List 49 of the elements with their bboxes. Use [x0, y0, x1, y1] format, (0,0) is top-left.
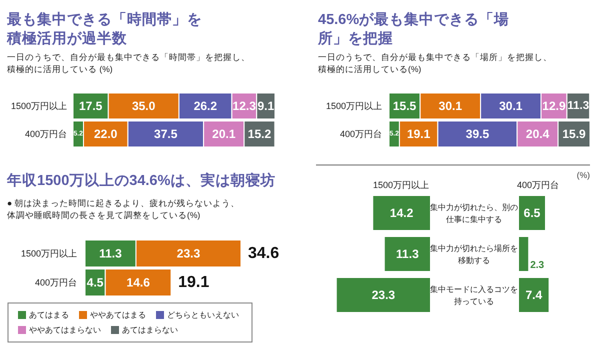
- data-label: 23.3: [176, 246, 200, 260]
- data-label: 9.1: [257, 99, 274, 113]
- series-label: 1500万円以上: [372, 180, 430, 190]
- data-label: 19.1: [406, 127, 431, 141]
- data-label: 6.5: [524, 206, 541, 220]
- legend-label: ややあてはまる: [90, 310, 146, 320]
- data-label: 12.9: [542, 99, 566, 113]
- chart-title: 年収1500万以上の34.6%は、実は朝寝坊: [6, 171, 276, 189]
- data-label: 20.4: [526, 127, 550, 141]
- data-label: 11.3: [99, 246, 122, 260]
- data-label: 23.3: [372, 288, 396, 302]
- legend-label: ややあてはまらない: [29, 326, 101, 334]
- chart-subtitle: 一日のうちで、自分が最も集中できる「時間帯」を把握し、積極的に活用している (%): [7, 52, 250, 74]
- legend-label: どちらともいえない: [167, 310, 239, 320]
- data-label: 14.6: [126, 276, 150, 290]
- data-label: 26.2: [194, 99, 218, 113]
- data-label: 15.9: [562, 127, 586, 141]
- data-label: 7.4: [525, 288, 542, 302]
- y-tick-label: 集中モードに入るコツを持っている: [430, 285, 518, 306]
- data-label: 11.3: [396, 247, 420, 261]
- data-label: 30.1: [499, 99, 523, 113]
- legend-label: あてはまらない: [122, 326, 178, 334]
- data-label: 17.5: [78, 99, 103, 113]
- y-tick-label: 400万円台: [24, 129, 67, 139]
- data-label: 22.0: [94, 127, 118, 141]
- chart-subtitle: ● 朝は決まった時間に起きるより、疲れが残らないよう、体調や睡眠時間の長さを見て調整をしている(%): [7, 198, 240, 220]
- total-label: 34.6: [248, 245, 280, 262]
- data-label: 2.3: [530, 260, 545, 271]
- data-label: 35.0: [132, 99, 156, 113]
- data-label: 39.5: [466, 127, 490, 141]
- data-label: 12.3: [232, 99, 256, 113]
- total-label: 19.1: [178, 274, 210, 291]
- data-label: 15.5: [392, 99, 417, 113]
- data-label: 20.1: [212, 127, 236, 141]
- series-label: 400万円台: [516, 180, 560, 190]
- data-label: 30.1: [438, 99, 462, 113]
- chart-title: 45.6%が最も集中できる「場所」を把握: [317, 11, 510, 47]
- text: (%): [576, 170, 590, 180]
- legend-label: あてはまる: [29, 310, 69, 320]
- y-tick-label: 集中力が切れたら場所を移動する: [430, 244, 518, 265]
- chart-title: 最も集中できる「時間帯」を積極活用が過半数: [6, 11, 202, 47]
- data-label: 15.2: [248, 127, 272, 141]
- chart-subtitle: 一日のうちで、自分が最も集中できる「場所」を把握し、積極的に活用している(%): [318, 52, 552, 74]
- y-tick-label: 1500万円以上: [20, 248, 77, 258]
- y-tick-label: 集中力が切れたら、別の仕事に集中する: [430, 203, 518, 224]
- data-label: 11.3: [567, 100, 590, 112]
- data-label: 14.2: [390, 206, 414, 220]
- data-label: 37.5: [154, 127, 178, 141]
- data-label: 4.5: [86, 276, 104, 290]
